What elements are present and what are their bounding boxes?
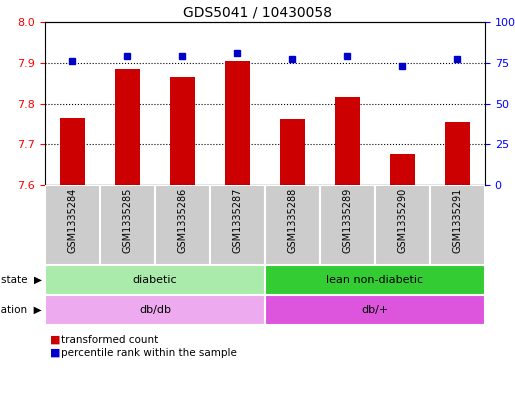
Bar (390, 154, 415, 185)
Bar (265, 185, 320, 265)
Bar (170, 77, 195, 185)
Text: GSM1335290: GSM1335290 (398, 187, 407, 253)
Text: genotype/variation  ▶: genotype/variation ▶ (0, 305, 42, 315)
Text: GSM1335284: GSM1335284 (67, 187, 77, 253)
Bar (45, 265, 265, 295)
Text: GSM1335287: GSM1335287 (232, 187, 243, 253)
Bar (210, 185, 265, 265)
Text: transformed count: transformed count (61, 335, 158, 345)
Text: GDS5041 / 10430058: GDS5041 / 10430058 (183, 5, 332, 19)
Text: GSM1335285: GSM1335285 (123, 187, 132, 253)
Text: db/db: db/db (139, 305, 171, 315)
Text: GSM1335286: GSM1335286 (178, 187, 187, 253)
Bar (265, 295, 485, 325)
Text: ■: ■ (50, 335, 60, 345)
Text: GSM1335289: GSM1335289 (342, 187, 352, 253)
Bar (45, 295, 265, 325)
Text: GSM1335288: GSM1335288 (287, 187, 298, 253)
Bar (320, 185, 375, 265)
Bar (430, 185, 485, 265)
Bar (155, 185, 210, 265)
Text: lean non-diabetic: lean non-diabetic (327, 275, 423, 285)
Bar (100, 185, 155, 265)
Bar (335, 97, 360, 185)
Bar (445, 122, 470, 185)
Text: disease state  ▶: disease state ▶ (0, 275, 42, 285)
Bar (375, 185, 430, 265)
Bar (45, 185, 100, 265)
Bar (225, 61, 250, 185)
Text: GSM1335291: GSM1335291 (453, 187, 462, 253)
Bar (280, 119, 305, 185)
Text: ■: ■ (50, 348, 60, 358)
Text: db/+: db/+ (362, 305, 389, 315)
Bar (265, 265, 485, 295)
Bar (115, 69, 140, 185)
Text: percentile rank within the sample: percentile rank within the sample (61, 348, 237, 358)
Bar (60, 118, 85, 185)
Text: diabetic: diabetic (133, 275, 177, 285)
